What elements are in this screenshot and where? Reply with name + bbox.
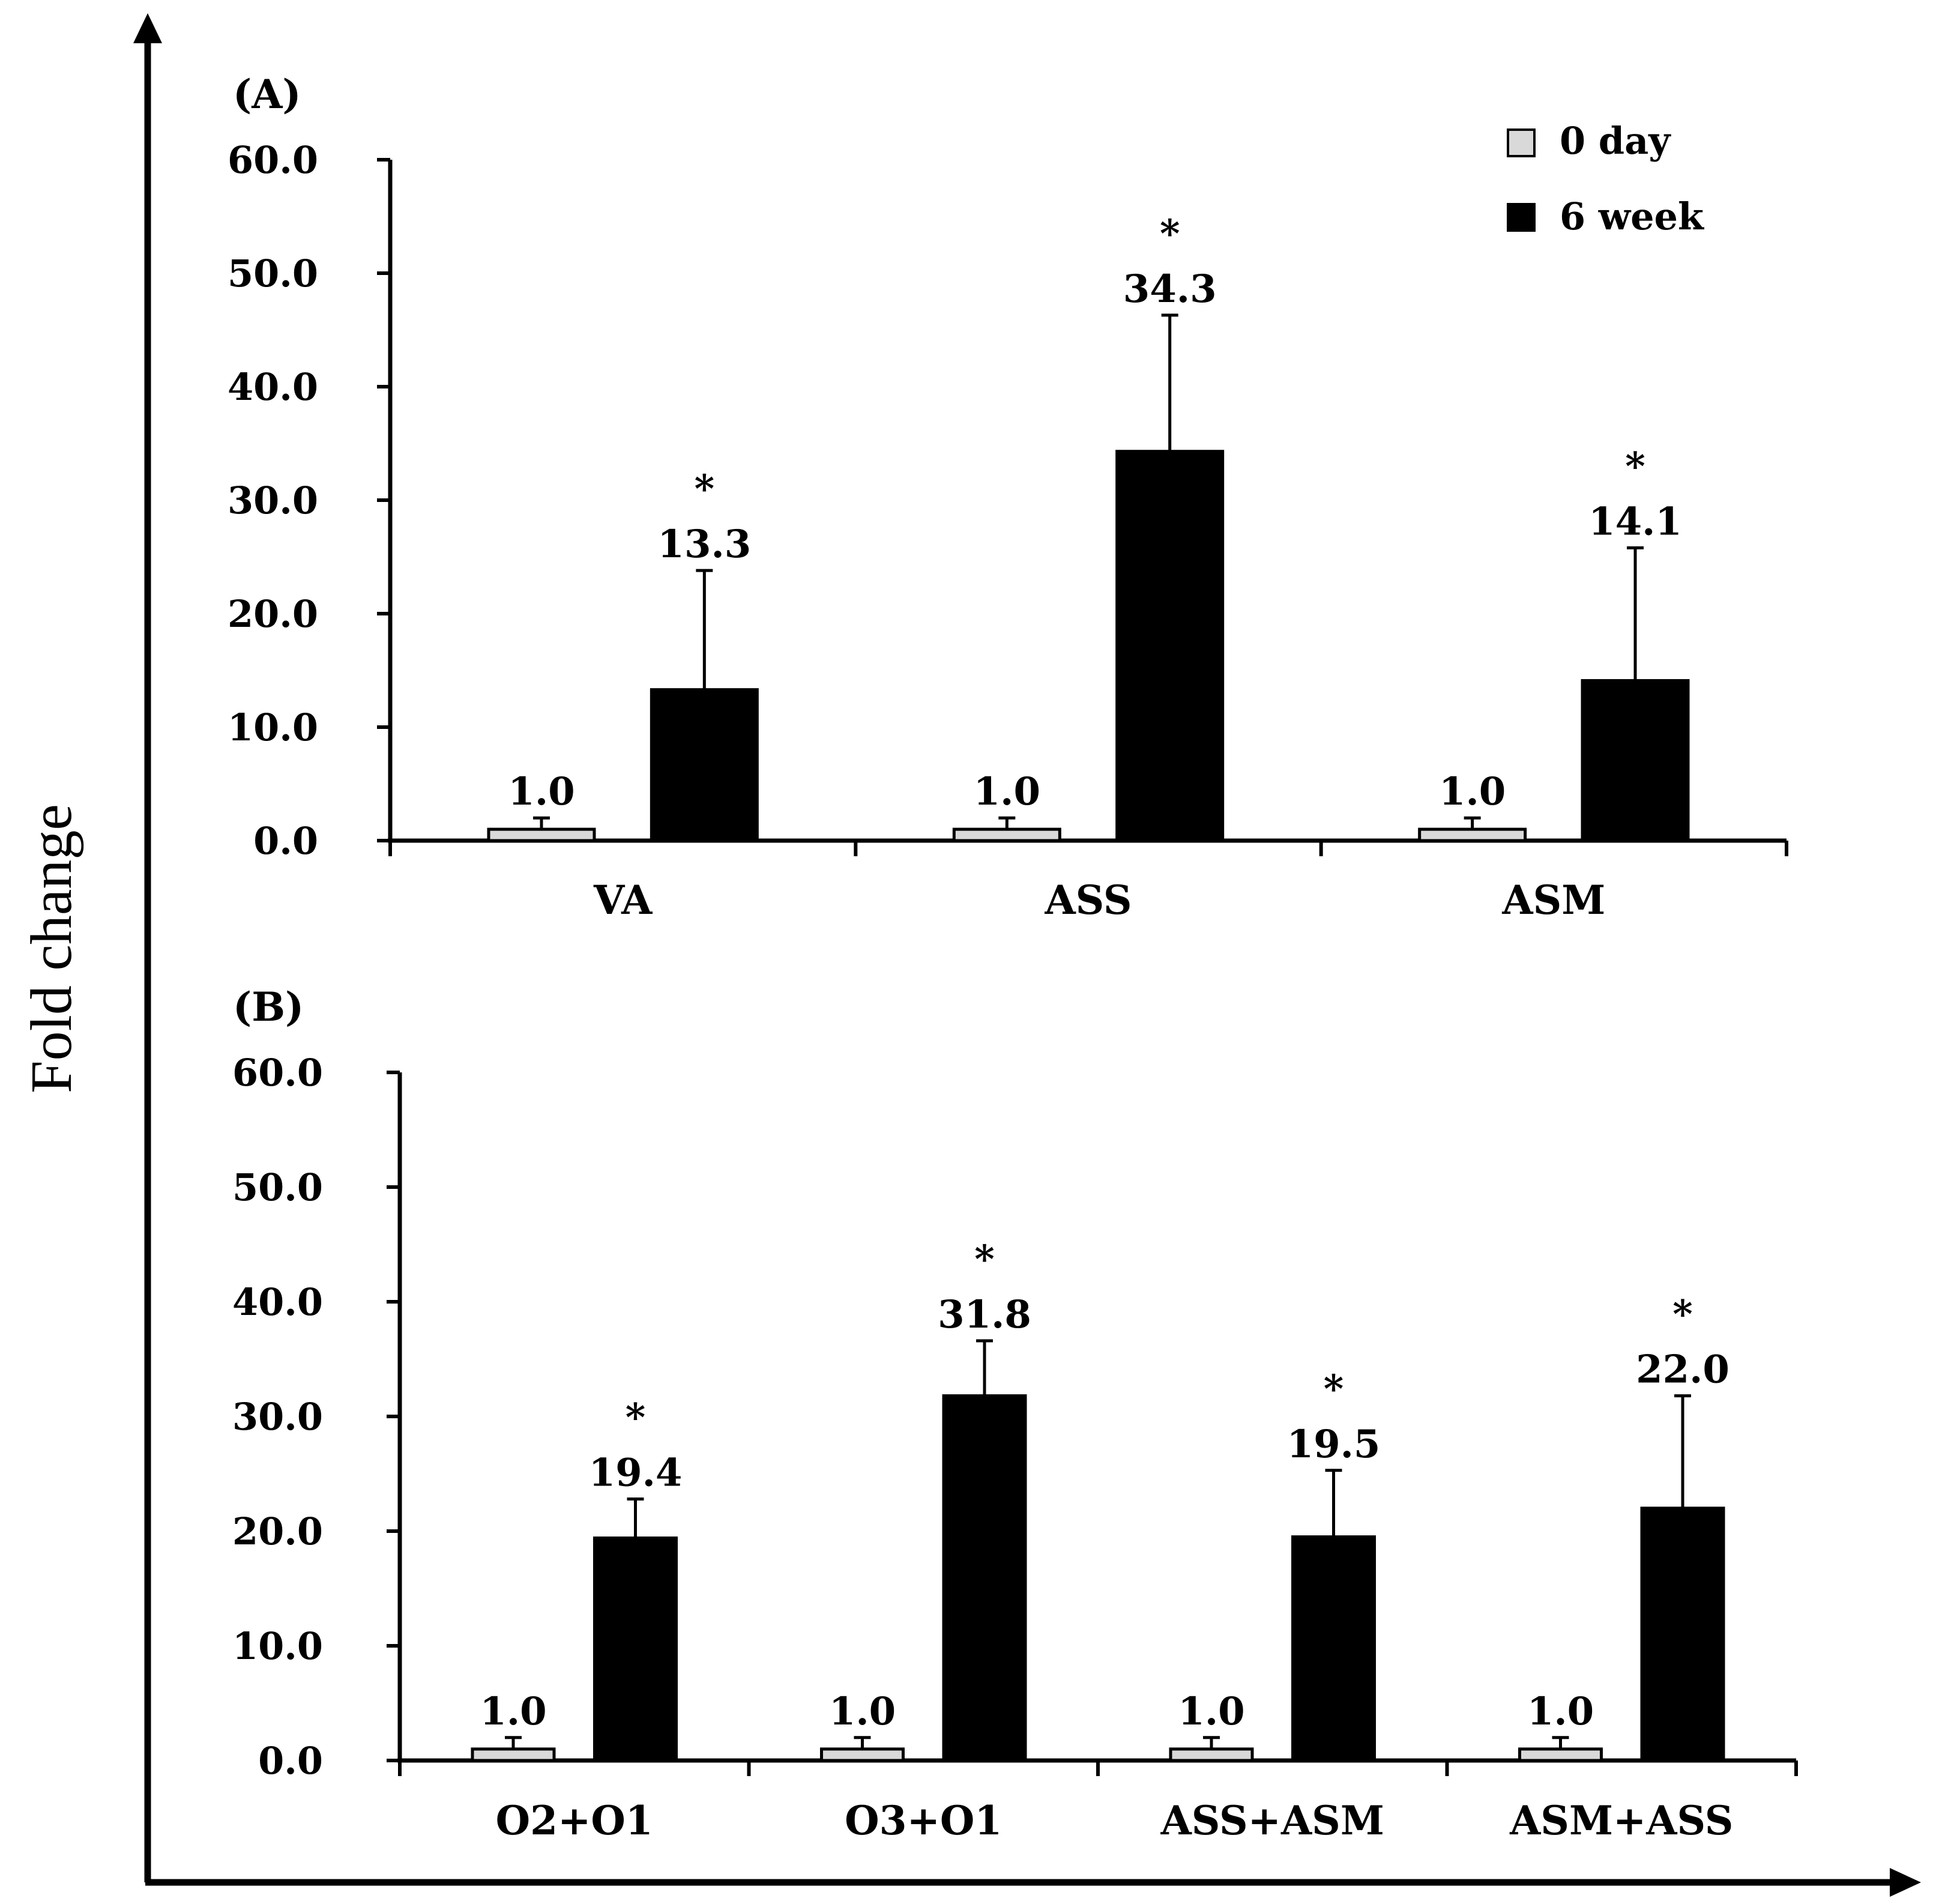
data-label: 1.0 <box>1178 1689 1244 1734</box>
bar-6-week <box>1291 1535 1377 1762</box>
right-arrow-icon <box>1890 1868 1921 1897</box>
data-label: 34.3 <box>1123 267 1217 312</box>
category-label: ASS+ASM <box>1160 1797 1384 1844</box>
category-label: O3+O1 <box>845 1797 1002 1844</box>
bar-6-week <box>650 688 759 842</box>
data-label: 14.1 <box>1588 499 1682 544</box>
panel-a-plot: 0.0 10.0 20.0 30.0 40.0 50.0 60.0 VA 1.0 13.3 * ASS… <box>228 138 1788 923</box>
y-tick-label: 0.0 <box>258 1739 323 1783</box>
data-label: 1.0 <box>480 1689 546 1734</box>
significance-marker: * <box>626 1395 645 1440</box>
y-axis-title: Fold change <box>19 804 84 1093</box>
y-tick-label: 30.0 <box>232 1395 323 1439</box>
bar-0-day <box>819 1747 905 1762</box>
panel-a: (A) 0 day 6 week 0.0 10.0 20.0 30.0 40.0 50.0… <box>228 71 1788 923</box>
y-tick-label: 20.0 <box>228 592 318 636</box>
bar-0-day <box>1418 827 1527 842</box>
panel-b-title: (B) <box>233 984 304 1030</box>
bar-6-week <box>1640 1507 1725 1762</box>
significance-marker: * <box>974 1237 994 1282</box>
data-label: 1.0 <box>974 769 1040 814</box>
legend-label-6-week: 6 week <box>1560 195 1705 238</box>
category-label: ASM+ASS <box>1509 1797 1733 1844</box>
up-arrow-icon <box>133 13 162 43</box>
outer-axes <box>144 36 1891 1886</box>
data-label: 19.5 <box>1287 1422 1381 1467</box>
panel-a-title: (A) <box>233 71 301 118</box>
y-tick-label: 50.0 <box>228 252 318 295</box>
legend-label-0-day: 0 day <box>1560 119 1671 163</box>
y-tick-label: 30.0 <box>228 479 318 522</box>
panel-b: (B) 0.0 10.0 20.0 30.0 40.0 50.0 60.0 O2+O1 1.0 1… <box>232 984 1798 1844</box>
significance-marker: * <box>1324 1367 1343 1412</box>
bar-6-week <box>593 1536 678 1762</box>
significance-marker: * <box>695 467 714 512</box>
bar-0-day <box>1169 1747 1254 1762</box>
y-tick-label: 10.0 <box>232 1624 323 1668</box>
y-tick-label: 60.0 <box>228 138 318 182</box>
data-label: 1.0 <box>1439 769 1506 814</box>
category-label: ASS <box>1044 877 1132 923</box>
significance-marker: * <box>1672 1292 1692 1337</box>
y-tick-label: 20.0 <box>232 1510 323 1553</box>
data-label: 31.8 <box>938 1292 1031 1337</box>
category-label: VA <box>593 877 653 923</box>
bar-0-day <box>487 827 596 842</box>
panel-a-legend: 0 day 6 week <box>1507 119 1705 238</box>
bar-0-day <box>471 1747 556 1762</box>
legend-swatch-0-day <box>1507 128 1536 157</box>
panel-b-plot: 0.0 10.0 20.0 30.0 40.0 50.0 60.0 O2+O1 1.0 19.4 *… <box>232 1051 1798 1844</box>
category-label: O2+O1 <box>496 1797 653 1844</box>
data-label: 1.0 <box>1527 1689 1594 1734</box>
y-tick-label: 40.0 <box>228 365 318 409</box>
data-label: 22.0 <box>1636 1347 1729 1392</box>
data-label: 13.3 <box>657 522 751 567</box>
legend-swatch-6-week <box>1507 203 1536 232</box>
bar-6-week <box>1115 450 1225 842</box>
y-tick-label: 60.0 <box>232 1051 323 1095</box>
bar-0-day <box>952 827 1061 842</box>
significance-marker: * <box>1160 211 1180 256</box>
y-tick-label: 0.0 <box>253 819 318 863</box>
data-label: 19.4 <box>589 1451 683 1496</box>
category-label: ASM <box>1501 877 1605 923</box>
y-tick-label: 50.0 <box>232 1165 323 1209</box>
bar-6-week <box>942 1394 1027 1762</box>
bar-6-week <box>1581 679 1690 842</box>
y-tick-label: 10.0 <box>228 706 318 749</box>
data-label: 1.0 <box>829 1689 896 1734</box>
significance-marker: * <box>1625 444 1645 489</box>
data-label: 1.0 <box>508 769 574 814</box>
y-tick-label: 40.0 <box>232 1280 323 1324</box>
bar-0-day <box>1518 1747 1603 1762</box>
